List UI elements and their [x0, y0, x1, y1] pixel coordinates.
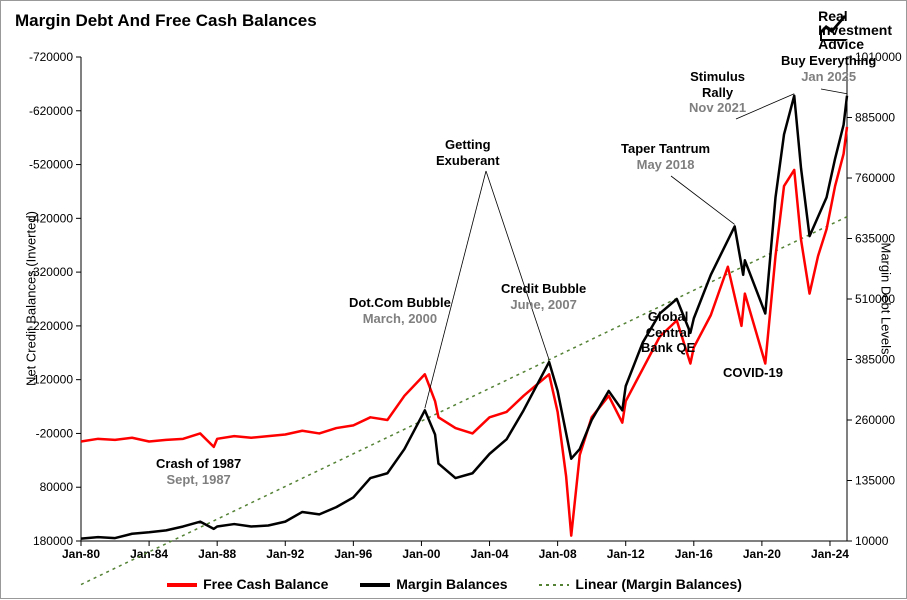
annotation: Dot.Com BubbleMarch, 2000 [349, 295, 451, 326]
legend-label: Free Cash Balance [203, 576, 328, 592]
svg-text:Jan-92: Jan-92 [266, 547, 304, 561]
legend-item-free-cash: Free Cash Balance [167, 576, 328, 592]
svg-text:760000: 760000 [855, 171, 895, 185]
legend-item-margin: Margin Balances [360, 576, 507, 592]
svg-text:10000: 10000 [855, 534, 889, 548]
svg-text:135000: 135000 [855, 474, 895, 488]
svg-text:-520000: -520000 [29, 158, 73, 172]
annotation: StimulusRallyNov 2021 [689, 69, 746, 116]
annotation: Credit BubbleJune, 2007 [501, 281, 586, 312]
svg-text:180000: 180000 [33, 534, 73, 548]
legend-item-trend: Linear (Margin Balances) [539, 576, 742, 592]
legend-swatch [360, 583, 390, 587]
svg-text:80000: 80000 [40, 480, 74, 494]
svg-text:Jan-00: Jan-00 [402, 547, 440, 561]
legend: Free Cash Balance Margin Balances Linear… [1, 576, 907, 592]
svg-text:-620000: -620000 [29, 104, 73, 118]
svg-text:Jan-16: Jan-16 [675, 547, 713, 561]
svg-text:-20000: -20000 [36, 426, 74, 440]
svg-text:Jan-80: Jan-80 [62, 547, 100, 561]
annotation: Crash of 1987Sept, 1987 [156, 456, 241, 487]
legend-swatch [539, 584, 569, 586]
legend-label: Margin Balances [396, 576, 507, 592]
svg-text:Jan-84: Jan-84 [130, 547, 168, 561]
chart-container: Margin Debt And Free Cash Balances Real … [0, 0, 907, 599]
svg-text:Jan-12: Jan-12 [607, 547, 645, 561]
y-left-axis-title: Net Credit Balances (Inverted) [24, 199, 39, 399]
annotation: GlobalCentralBank QE [641, 309, 695, 356]
annotation: GettingExuberant [436, 137, 500, 168]
svg-text:Jan-88: Jan-88 [198, 547, 236, 561]
svg-text:885000: 885000 [855, 111, 895, 125]
svg-text:Jan-96: Jan-96 [334, 547, 372, 561]
y-right-axis-title: Margin Debt Levels [879, 219, 894, 379]
annotation: COVID-19 [723, 365, 783, 381]
legend-label: Linear (Margin Balances) [575, 576, 742, 592]
svg-text:Jan-08: Jan-08 [539, 547, 577, 561]
svg-text:-720000: -720000 [29, 50, 73, 64]
svg-text:Jan-04: Jan-04 [471, 547, 509, 561]
svg-text:Jan-20: Jan-20 [743, 547, 781, 561]
svg-text:260000: 260000 [855, 413, 895, 427]
legend-swatch [167, 583, 197, 587]
svg-text:Jan-24: Jan-24 [811, 547, 849, 561]
chart-svg: -720000-620000-520000-420000-320000-2200… [1, 1, 907, 600]
annotation: Taper TantrumMay 2018 [621, 141, 710, 172]
annotation: Buy EverythingJan 2025 [781, 53, 876, 84]
